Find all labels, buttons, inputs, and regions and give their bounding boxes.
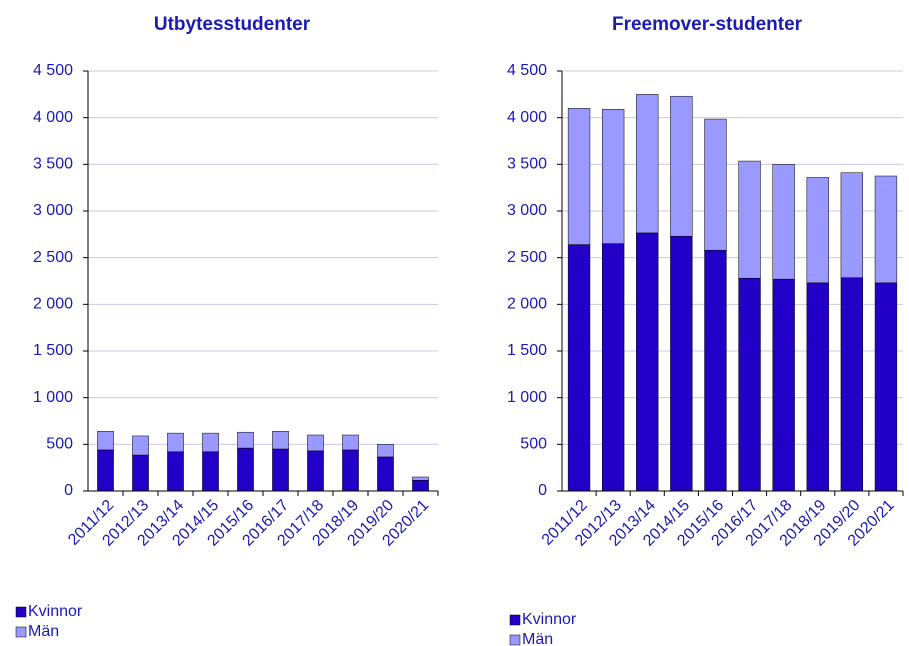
legend-label: Män	[522, 631, 553, 646]
y-tick-label: 0	[64, 482, 73, 499]
y-tick-label: 1 500	[33, 342, 73, 359]
bar-segment	[307, 434, 324, 452]
legend-label: Kvinnor	[28, 603, 83, 620]
y-tick-label: 3 000	[507, 202, 547, 219]
bar-segment	[567, 244, 591, 492]
bar-segment	[806, 282, 829, 492]
bar-segment	[567, 108, 591, 245]
bar-segment	[132, 454, 149, 492]
y-tick-label: 0	[538, 482, 547, 499]
y-tick-label: 4 500	[507, 62, 547, 79]
legend-label: Kvinnor	[522, 611, 577, 628]
y-tick-label: 4 000	[507, 109, 547, 126]
bar-segment	[636, 232, 659, 492]
chart-title: Utbytesstudenter	[154, 14, 311, 35]
bar-segment	[167, 432, 184, 453]
legend-swatch	[15, 606, 27, 618]
bar-segment	[840, 277, 864, 492]
y-tick-label: 500	[46, 436, 73, 453]
bar-segment	[132, 435, 149, 456]
bar-segment	[237, 447, 254, 492]
y-tick-label: 500	[520, 436, 547, 453]
bar-segment	[237, 431, 254, 449]
y-tick-label: 2 500	[507, 249, 547, 266]
legend-label: Män	[28, 623, 59, 640]
bar-segment	[272, 448, 289, 492]
y-tick-label: 3 500	[507, 156, 547, 173]
bar-segment	[412, 476, 429, 481]
bar-segment	[874, 175, 898, 284]
bar-segment	[670, 95, 693, 237]
y-tick-label: 2 000	[33, 296, 73, 313]
bar-segment	[167, 451, 184, 492]
bar-segment	[704, 249, 727, 492]
y-tick-label: 3 500	[33, 156, 73, 173]
bar-segment	[342, 434, 359, 451]
bar-segment	[772, 164, 795, 280]
legend-swatch	[509, 634, 521, 646]
bar-segment	[772, 278, 795, 492]
bar-segment	[738, 160, 761, 279]
chart-title: Freemover-studenter	[612, 14, 803, 35]
bar-segment	[97, 449, 114, 492]
bar-segment	[840, 172, 864, 278]
bar-segment	[377, 456, 394, 492]
y-tick-label: 1 000	[507, 389, 547, 406]
bar-segment	[412, 480, 429, 492]
y-tick-label: 4 500	[33, 62, 73, 79]
bar-segment	[874, 282, 898, 492]
y-tick-label: 2 500	[33, 249, 73, 266]
legend-swatch	[509, 614, 521, 626]
y-tick-label: 2 000	[507, 296, 547, 313]
bar-segment	[704, 118, 727, 251]
bar-segment	[806, 177, 829, 284]
bar-segment	[738, 277, 761, 492]
y-tick-label: 3 000	[33, 202, 73, 219]
bar-segment	[97, 431, 114, 451]
bar-segment	[601, 243, 625, 492]
y-tick-label: 1 000	[33, 389, 73, 406]
bar-segment	[636, 94, 659, 234]
bar-segment	[342, 449, 359, 492]
bar-segment	[202, 432, 219, 453]
bar-segment	[307, 450, 324, 492]
bar-segment	[377, 444, 394, 458]
bar-segment	[202, 451, 219, 492]
bar-segment	[272, 431, 289, 450]
y-tick-label: 1 500	[507, 342, 547, 359]
y-tick-label: 4 000	[33, 109, 73, 126]
bar-segment	[670, 235, 693, 492]
legend-swatch	[15, 626, 27, 638]
bar-segment	[601, 109, 625, 244]
